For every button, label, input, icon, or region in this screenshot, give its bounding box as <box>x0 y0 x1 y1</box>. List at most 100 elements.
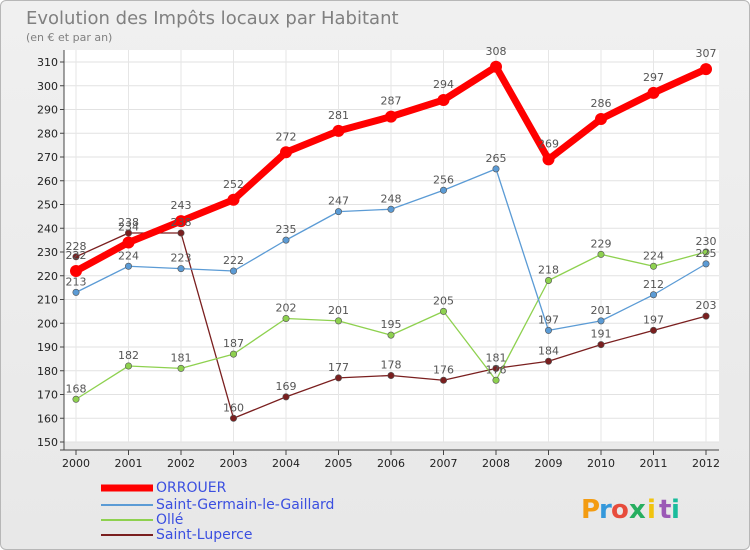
data-point <box>492 165 500 173</box>
y-tick-label: 180 <box>37 365 58 378</box>
data-label: 191 <box>591 328 612 341</box>
y-tick-label: 300 <box>37 80 58 93</box>
data-point <box>542 153 555 166</box>
data-label: 248 <box>381 192 402 205</box>
data-point <box>334 374 342 382</box>
data-label: 197 <box>643 313 664 326</box>
y-tick-label: 150 <box>37 436 58 449</box>
data-point <box>122 236 135 249</box>
logo-letter: i <box>647 495 656 525</box>
logo-letter: o <box>611 495 629 525</box>
data-label: 294 <box>433 78 454 91</box>
y-tick-label: 220 <box>37 270 58 283</box>
y-tick-label: 200 <box>37 317 58 330</box>
data-label: 202 <box>276 302 297 315</box>
chart-title: Evolution des Impôts locaux par Habitant <box>26 8 399 29</box>
data-label: 177 <box>328 361 349 374</box>
data-label: 181 <box>486 351 507 364</box>
y-tick-label: 240 <box>37 222 58 235</box>
legend-label: Saint-Luperce <box>156 527 252 543</box>
data-label: 256 <box>433 173 454 186</box>
data-label: 212 <box>643 278 664 291</box>
logo-letter: P <box>581 495 600 525</box>
data-label: 238 <box>171 216 192 229</box>
data-label: 169 <box>276 380 297 393</box>
legend-label: Ollé <box>156 512 183 528</box>
data-point <box>282 314 290 322</box>
data-label: 269 <box>538 137 559 150</box>
x-tick-label: 2011 <box>640 457 668 470</box>
data-point <box>385 110 397 123</box>
data-label: 272 <box>276 130 297 143</box>
data-point <box>702 312 710 320</box>
data-point <box>177 229 185 237</box>
data-point <box>334 317 342 325</box>
data-point <box>70 265 82 277</box>
data-point <box>439 376 447 384</box>
data-point <box>230 350 238 358</box>
data-label: 229 <box>591 237 612 250</box>
data-label: 230 <box>696 235 717 248</box>
x-tick-label: 2010 <box>587 457 615 470</box>
data-point <box>647 86 660 99</box>
data-point <box>177 265 185 273</box>
data-point <box>649 326 657 334</box>
data-label: 203 <box>696 299 717 312</box>
y-tick-label: 250 <box>37 199 58 212</box>
x-tick-label: 2012 <box>692 457 720 470</box>
data-label: 286 <box>591 97 612 110</box>
data-label: 201 <box>591 304 612 317</box>
data-label: 197 <box>538 313 559 326</box>
data-label: 308 <box>486 45 507 58</box>
logo-letter: r <box>599 495 612 525</box>
data-label: 176 <box>486 363 507 376</box>
data-label: 184 <box>538 344 559 357</box>
data-label: 205 <box>433 294 454 307</box>
data-point <box>230 414 238 422</box>
data-label: 160 <box>223 401 244 414</box>
data-label: 213 <box>66 275 87 288</box>
data-point <box>282 236 290 244</box>
data-label: 243 <box>171 199 192 212</box>
x-tick-label: 2001 <box>115 457 143 470</box>
data-point <box>387 205 395 213</box>
proxiti-logo: Pr o x i t i <box>581 495 680 525</box>
data-point <box>72 253 80 261</box>
data-point <box>437 94 450 106</box>
data-label: 222 <box>66 249 87 262</box>
x-tick-label: 2008 <box>482 457 510 470</box>
logo-letter: x <box>629 495 646 525</box>
data-label: 287 <box>381 95 402 108</box>
data-label: 307 <box>696 47 717 60</box>
data-point <box>702 260 710 268</box>
data-label: 178 <box>381 359 402 372</box>
logo-letter: t <box>659 495 671 525</box>
data-point <box>387 371 395 379</box>
data-point <box>439 307 447 315</box>
x-tick-label: 2002 <box>167 457 195 470</box>
data-point <box>177 364 185 372</box>
data-label: 234 <box>118 221 139 234</box>
data-point <box>439 186 447 194</box>
data-label: 228 <box>66 240 87 253</box>
data-label: 176 <box>433 363 454 376</box>
y-tick-label: 190 <box>37 341 58 354</box>
data-label: 224 <box>643 249 664 262</box>
data-point <box>544 326 552 334</box>
x-tick-label: 2009 <box>535 457 563 470</box>
legend-label: Saint-Germain-le-Gaillard <box>156 497 334 513</box>
data-point <box>280 146 292 159</box>
data-point <box>72 288 80 296</box>
data-point <box>230 267 238 275</box>
x-tick-label: 2007 <box>430 457 458 470</box>
data-label: 195 <box>381 318 402 331</box>
data-point <box>492 364 500 372</box>
data-point <box>649 291 657 299</box>
chart-subtitle: (en € et par an) <box>26 31 112 44</box>
data-point <box>125 362 133 370</box>
data-label: 223 <box>171 252 192 265</box>
data-label: 297 <box>643 71 664 84</box>
data-point <box>490 60 502 73</box>
data-point <box>544 357 552 365</box>
